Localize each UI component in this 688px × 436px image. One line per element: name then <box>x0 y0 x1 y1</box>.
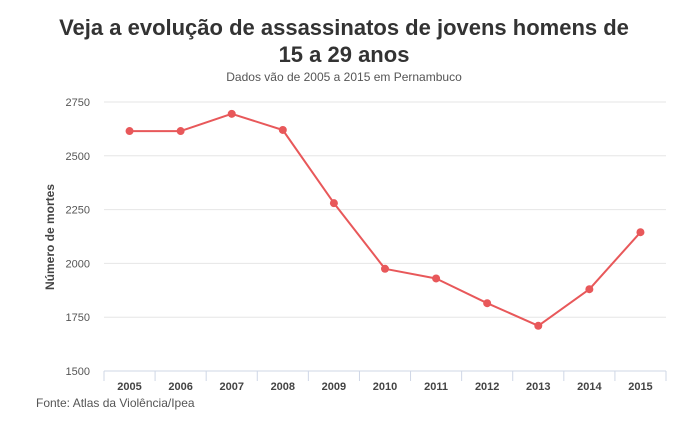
x-tick-label: 2013 <box>526 381 550 393</box>
data-point[interactable] <box>585 285 594 294</box>
source-note: Fonte: Atlas da Violência/Ipea <box>36 396 195 410</box>
x-tick-label: 2005 <box>117 381 141 393</box>
chart-title-text: Veja a evolução de assassinatos de joven… <box>59 15 629 67</box>
data-point[interactable] <box>636 228 645 237</box>
y-axis-label: Número de mortes <box>43 184 57 290</box>
x-tick-label: 2015 <box>628 381 652 393</box>
y-tick-label: 2000 <box>66 258 90 270</box>
y-tick-label: 2750 <box>66 97 90 109</box>
data-point[interactable] <box>534 321 543 330</box>
data-point[interactable] <box>227 109 236 118</box>
x-tick-label: 2011 <box>424 381 448 393</box>
y-tick-label: 2250 <box>66 205 90 217</box>
y-tick-label: 1750 <box>66 312 90 324</box>
data-point[interactable] <box>329 199 338 208</box>
chart-subtitle: Dados vão de 2005 a 2015 em Pernambuco <box>226 70 462 84</box>
data-point[interactable] <box>432 274 441 283</box>
x-tick-label: 2014 <box>577 381 602 393</box>
x-tick-label: 2007 <box>219 381 243 393</box>
y-axis-ticks: 1500 1750 2000 2250 2500 2750 <box>66 97 90 378</box>
x-tick-label: 2009 <box>322 381 346 393</box>
x-tick-label: 2010 <box>373 381 397 393</box>
y-tick-label: 2500 <box>66 151 90 163</box>
x-axis: 2005 2006 2007 2008 2009 2010 2011 2012 2013 2014… <box>103 370 667 393</box>
data-point[interactable] <box>125 127 134 136</box>
data-point[interactable] <box>381 264 389 273</box>
series-line <box>129 112 642 327</box>
data-point[interactable] <box>278 125 287 134</box>
series-layer <box>125 109 645 330</box>
x-tick-label: 2006 <box>168 381 192 393</box>
x-tick-label: 2008 <box>271 381 295 393</box>
data-point[interactable] <box>483 299 492 308</box>
y-tick-label: 1500 <box>66 366 90 378</box>
x-tick-label: 2012 <box>475 381 499 393</box>
grid-lines <box>104 101 666 318</box>
chart-title: Veja a evolução de assassinatos de joven… <box>0 14 688 68</box>
data-point[interactable] <box>176 127 185 136</box>
